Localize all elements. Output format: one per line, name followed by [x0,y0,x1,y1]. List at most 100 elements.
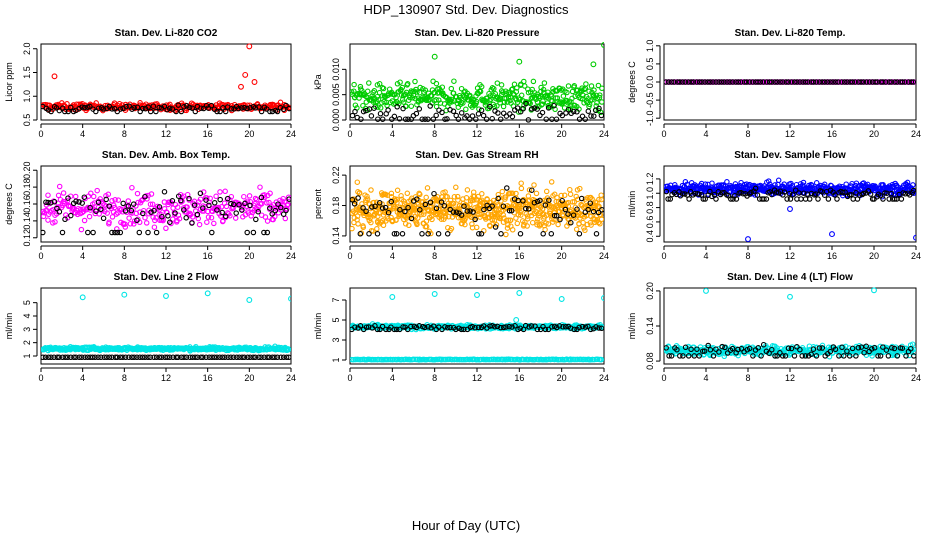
data-point-outlier [204,290,211,297]
x-tick-label: 24 [911,251,921,261]
data-point [280,106,287,113]
data-point [551,212,558,219]
data-point [411,205,418,212]
data-point [56,209,63,215]
data-point [685,79,692,85]
data-point [376,81,383,87]
data-point [357,231,364,237]
data-point [255,206,261,213]
data-point [489,115,495,122]
data-point [680,353,686,359]
data-point [370,228,376,234]
x-tick-label: 8 [432,129,437,139]
data-point-outlier [787,293,793,300]
data-point [558,192,564,199]
data-point [416,323,423,329]
data-point [539,101,546,107]
data-point [447,206,453,213]
data-point [109,229,115,236]
data-point [525,193,532,199]
data-point [256,104,262,110]
data-point [475,193,482,200]
data-point [453,184,459,191]
data-point [528,106,535,112]
data-point [394,199,400,206]
y-tick-label: 0.14 [22,212,32,230]
data-point [266,199,272,206]
data-point [596,94,603,101]
y-tick-label: 0.20 [645,282,655,300]
data-point [90,193,97,200]
data-point [352,324,358,330]
data-point [883,347,890,353]
data-point [127,221,134,227]
data-point [705,342,711,349]
data-point-outlier [590,61,597,68]
y-tick-label: 0.12 [22,229,32,247]
data-point [350,112,356,119]
data-point [543,116,549,122]
data-point [200,354,206,361]
data-point [364,196,371,202]
data-point-outlier [246,297,253,303]
data-point [780,79,786,85]
x-tick-label: 20 [557,251,567,261]
data-point [81,194,88,200]
data-point [374,226,380,232]
data-point [542,226,548,233]
y-tick-label: 5 [331,317,341,322]
data-point [898,196,905,202]
data-point [90,229,96,236]
data-point [821,79,828,85]
panel-title: Stan. Dev. Sample Flow [734,150,846,161]
data-point [363,208,369,215]
data-point [580,92,586,99]
data-point [713,79,719,85]
x-tick-label: 4 [703,251,708,261]
data-point [819,79,825,85]
data-point [164,209,170,216]
data-point [150,103,157,109]
data-point [593,324,599,330]
data-point [518,92,525,99]
data-point [674,346,680,353]
data-point [861,349,867,356]
data-point [167,219,173,226]
data-point [416,89,423,96]
data-point [786,190,793,197]
data-point [142,214,148,221]
data-point [255,208,261,215]
y-tick-label: 0.22 [331,166,341,184]
data-point [855,345,862,351]
data-point-outlier [745,236,751,243]
data-point [54,354,60,361]
data-point [473,116,479,122]
data-point [225,354,231,361]
data-point [211,220,217,227]
data-point [724,79,730,85]
data-point [59,229,66,236]
data-point [87,103,93,110]
y-tick-label: 0.005 [331,83,341,106]
data-point [385,107,391,113]
data-point-outlier [51,73,58,80]
data-point [787,196,794,202]
data-point [891,345,898,352]
data-point [98,206,104,212]
data-point [60,190,67,196]
data-point [194,202,201,208]
data-point [565,203,572,209]
data-point [582,324,589,330]
data-point [889,345,895,351]
data-point [531,105,538,111]
data-point [405,204,411,211]
data-point [442,116,448,122]
data-point [534,216,541,222]
y-tick-label: 1.0 [22,90,32,103]
data-point [491,85,497,92]
data-point [189,354,196,361]
data-point [161,103,168,110]
data-point [542,202,549,208]
data-point [677,353,683,359]
